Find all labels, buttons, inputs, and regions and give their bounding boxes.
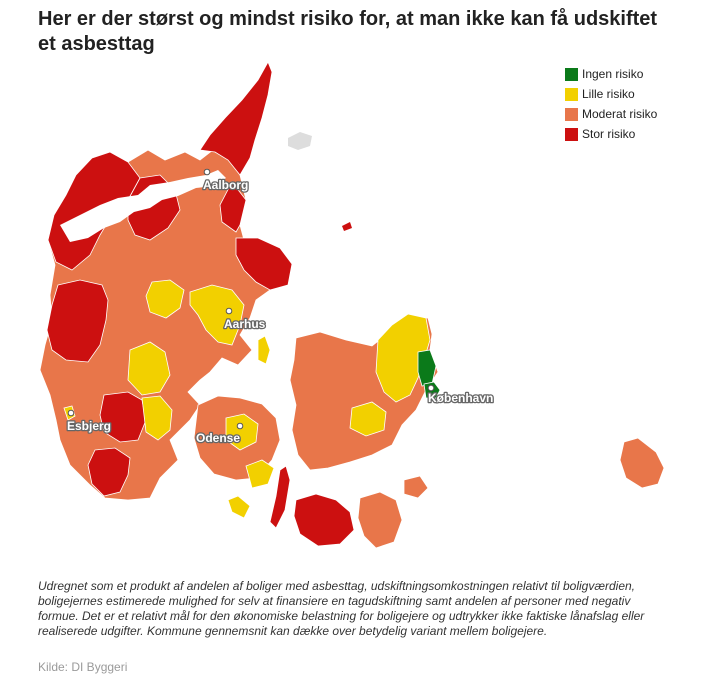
city-label-odense: Odense (196, 431, 240, 445)
limfjord-water (60, 170, 226, 242)
methodology-note: Udregnet som et produkt af andelen af bo… (38, 579, 645, 638)
legend-swatch (565, 87, 578, 101)
legend-item: Lille risiko (565, 84, 657, 104)
city-label-aarhus: Aarhus (224, 317, 266, 331)
island-laeso (288, 132, 312, 150)
legend-label: Stor risiko (582, 127, 636, 141)
region-vejle (141, 395, 173, 441)
legend: Ingen risiko Lille risiko Moderat risiko… (565, 64, 657, 144)
city-dot-kobenhavn (427, 384, 435, 392)
city-dot-odense (236, 422, 244, 430)
legend-item: Ingen risiko (565, 64, 657, 84)
region-djursland (235, 237, 293, 291)
region-bornholm (619, 437, 665, 489)
region-samso (257, 335, 271, 365)
legend-label: Ingen risiko (582, 67, 644, 81)
legend-label: Lille risiko (582, 87, 635, 101)
region-northeast (219, 181, 247, 233)
city-label-esbjerg: Esbjerg (67, 419, 111, 433)
legend-label: Moderat risiko (582, 107, 658, 121)
legend-item: Moderat risiko (565, 104, 657, 124)
region-langeland (269, 465, 291, 529)
region-lolland (293, 493, 355, 547)
legend-swatch (565, 107, 578, 121)
map-title: Her er der størst og mindst risiko for, … (38, 8, 658, 55)
region-svendborg (245, 459, 275, 489)
region-roskilde (349, 401, 387, 437)
region-horsens (127, 341, 171, 396)
region-skagen (199, 61, 273, 176)
legend-swatch (565, 67, 578, 81)
region-ringkobing (46, 279, 109, 363)
legend-item: Stor risiko (565, 124, 657, 144)
region-silkeborg (145, 279, 185, 319)
city-label-kobenhavn: København (428, 391, 493, 405)
region-tonder (87, 447, 131, 497)
city-dot-aalborg (203, 168, 211, 176)
region-odense (225, 413, 259, 451)
denmark-risk-map: Aalborg Aarhus København Esbjerg Odense (39, 61, 665, 549)
legend-swatch (565, 127, 578, 141)
region-aarhus (189, 284, 245, 346)
island-anholt (342, 222, 352, 231)
city-dot-aarhus (225, 307, 233, 315)
region-mon (403, 475, 429, 499)
region-vejen (99, 391, 147, 443)
source-credit: Kilde: DI Byggeri (38, 660, 128, 674)
city-label-aalborg: Aalborg (203, 178, 248, 192)
city-dot-esbjerg (67, 409, 75, 417)
region-falster (357, 491, 403, 549)
region-copenhagen-north (417, 349, 437, 387)
region-aero (227, 495, 251, 519)
